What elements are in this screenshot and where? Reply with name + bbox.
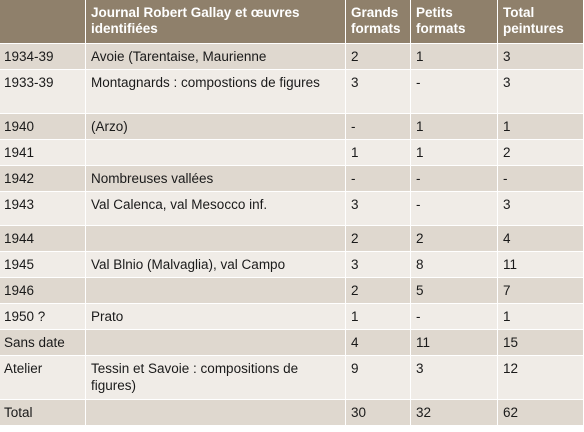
table-cell: Val Calenca, val Mesocco inf. xyxy=(86,192,346,226)
header-cell-year xyxy=(0,0,86,44)
table-cell: 11 xyxy=(498,252,584,278)
table-cell: 1 xyxy=(498,304,584,330)
table-cell: 1933-39 xyxy=(0,70,86,114)
table-cell: - xyxy=(411,304,498,330)
table-cell: - xyxy=(346,166,411,192)
table-cell: 4 xyxy=(346,330,411,356)
table-cell: 2 xyxy=(346,226,411,252)
table-cell: 7 xyxy=(498,278,584,304)
table-cell: 3 xyxy=(346,252,411,278)
table-cell: Nombreuses vallées xyxy=(86,166,346,192)
table-cell: 15 xyxy=(498,330,584,356)
table-cell: 5 xyxy=(411,278,498,304)
table-cell: 32 xyxy=(411,400,498,426)
header-cell-total-peintures: Total peintures xyxy=(498,0,584,44)
table-cell: 1944 xyxy=(0,226,86,252)
table-cell: - xyxy=(346,114,411,140)
table-cell: 12 xyxy=(498,356,584,400)
table-cell xyxy=(86,330,346,356)
table-cell: Sans date xyxy=(0,330,86,356)
table-cell: 9 xyxy=(346,356,411,400)
table-cell: - xyxy=(411,70,498,114)
table-cell: 11 xyxy=(411,330,498,356)
table-cell: 2 xyxy=(346,278,411,304)
table-cell: Avoie (Tarentaise, Maurienne xyxy=(86,44,346,70)
header-cell-journal: Journal Robert Gallay et œuvres identifi… xyxy=(86,0,346,44)
table-cell: 3 xyxy=(498,44,584,70)
table-cell: 3 xyxy=(346,192,411,226)
table-cell: (Arzo) xyxy=(86,114,346,140)
header-cell-grands-formats: Grands formats xyxy=(346,0,411,44)
table-cell: 3 xyxy=(346,70,411,114)
table-cell: 1 xyxy=(411,140,498,166)
table-cell: 2 xyxy=(411,226,498,252)
table-cell: - xyxy=(498,166,584,192)
table-cell: Val Blnio (Malvaglia), val Campo xyxy=(86,252,346,278)
table-cell: 1950 ? xyxy=(0,304,86,330)
table-cell: 1945 xyxy=(0,252,86,278)
table-cell xyxy=(86,400,346,426)
table-cell: 2 xyxy=(346,44,411,70)
table-cell: 3 xyxy=(498,192,584,226)
table-cell: - xyxy=(411,192,498,226)
table-cell: Tessin et Savoie : compositions de figur… xyxy=(86,356,346,400)
table-cell: 1943 xyxy=(0,192,86,226)
table-cell: 4 xyxy=(498,226,584,252)
table-cell: 1 xyxy=(498,114,584,140)
table-cell: 1934-39 xyxy=(0,44,86,70)
table-cell: 1 xyxy=(411,114,498,140)
table-cell: 3 xyxy=(498,70,584,114)
table-cell: 1946 xyxy=(0,278,86,304)
table-cell: 1 xyxy=(346,304,411,330)
header-cell-petits-formats: Petits formats xyxy=(411,0,498,44)
table-cell: 2 xyxy=(498,140,584,166)
table-cell: Atelier xyxy=(0,356,86,400)
table-cell xyxy=(86,140,346,166)
table-cell: 1 xyxy=(346,140,411,166)
table-cell: Montagnards : compostions de figures xyxy=(86,70,346,114)
table-cell: 1 xyxy=(411,44,498,70)
table-cell: 8 xyxy=(411,252,498,278)
table-cell xyxy=(86,226,346,252)
table-cell: 3 xyxy=(411,356,498,400)
table-cell: Total xyxy=(0,400,86,426)
table-cell xyxy=(86,278,346,304)
table-cell: - xyxy=(411,166,498,192)
table-cell: 1940 xyxy=(0,114,86,140)
table-cell: 30 xyxy=(346,400,411,426)
table-cell: 1941 xyxy=(0,140,86,166)
table-cell: Prato xyxy=(86,304,346,330)
table-cell: 62 xyxy=(498,400,584,426)
table-cell: 1942 xyxy=(0,166,86,192)
